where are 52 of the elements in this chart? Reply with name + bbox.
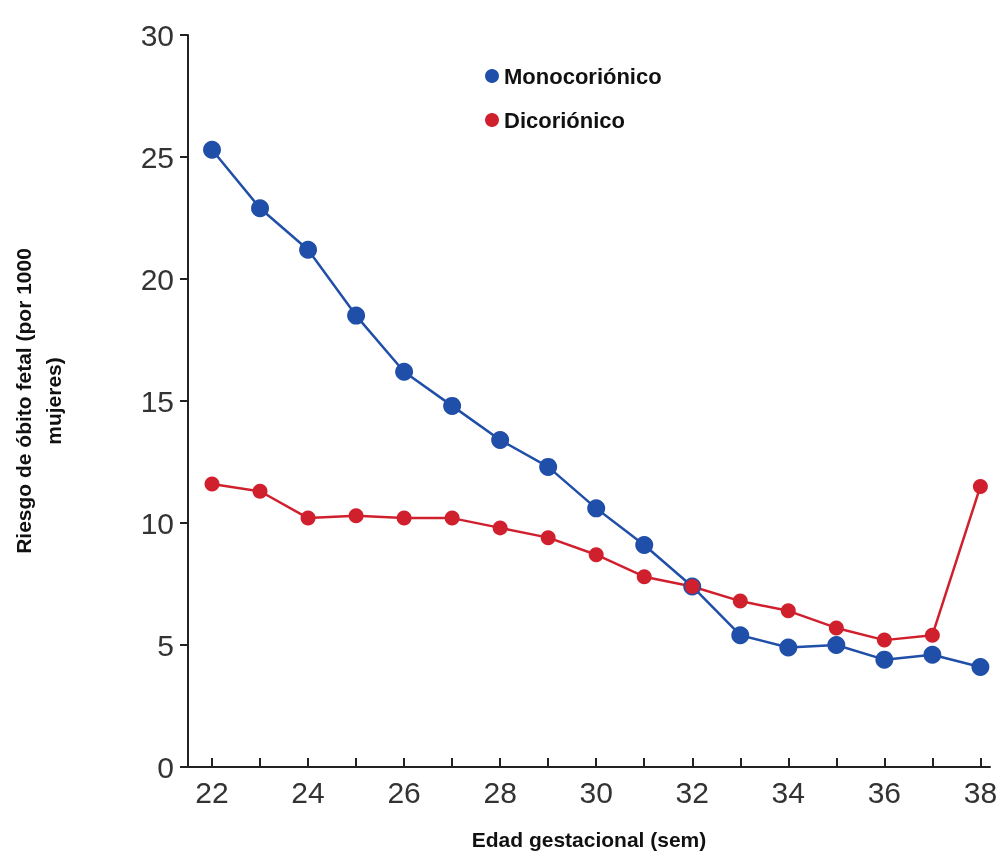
- x-axis-title: Edad gestacional (sem): [471, 828, 707, 851]
- y-tick-label: 15: [140, 384, 174, 418]
- point: [203, 140, 222, 159]
- point: [971, 657, 990, 676]
- point: [347, 306, 366, 325]
- point: [539, 457, 558, 476]
- x-tick-label: 24: [291, 775, 325, 809]
- point: [875, 650, 894, 669]
- y-axis-title: Riesgo de óbito fetal (por 1000 mujeres): [11, 248, 65, 554]
- x-tick-label: 28: [483, 775, 517, 809]
- x-tick-label: 34: [771, 775, 805, 809]
- point: [731, 626, 750, 645]
- y-tick-label: 30: [140, 18, 174, 52]
- x-tick-label: 38: [963, 775, 998, 809]
- point: [779, 638, 798, 657]
- point: [396, 510, 412, 526]
- point: [972, 478, 988, 494]
- point: [251, 199, 270, 218]
- x-tick-label: 32: [675, 775, 709, 809]
- y-tick-label: 0: [157, 750, 174, 784]
- point: [204, 476, 220, 492]
- y-tick-label: 20: [140, 262, 174, 296]
- legend-label: Dicoriónico: [504, 107, 626, 133]
- point: [444, 510, 460, 526]
- point: [636, 569, 652, 585]
- point: [924, 627, 940, 643]
- point: [348, 508, 364, 524]
- point: [876, 632, 892, 648]
- x-tick-label: 22: [195, 775, 229, 809]
- point: [491, 431, 510, 450]
- point: [299, 240, 318, 259]
- point: [923, 645, 942, 664]
- point: [300, 510, 316, 526]
- point: [780, 603, 796, 619]
- point: [635, 535, 654, 554]
- point: [540, 530, 556, 546]
- point: [828, 620, 844, 636]
- point: [587, 499, 606, 518]
- point: [588, 547, 604, 563]
- point: [492, 520, 508, 536]
- y-tick-label: 5: [157, 628, 174, 662]
- point: [732, 593, 748, 609]
- x-tick-label: 30: [579, 775, 613, 809]
- y-tick-label: 25: [140, 140, 174, 174]
- legend-label: Monocoriónico: [504, 63, 662, 89]
- x-tick-label: 36: [867, 775, 902, 809]
- point: [395, 362, 414, 381]
- point: [443, 396, 462, 415]
- point: [252, 483, 268, 499]
- point: [827, 636, 846, 654]
- x-tick-label: 26: [387, 775, 421, 809]
- y-tick-label: 10: [140, 506, 174, 540]
